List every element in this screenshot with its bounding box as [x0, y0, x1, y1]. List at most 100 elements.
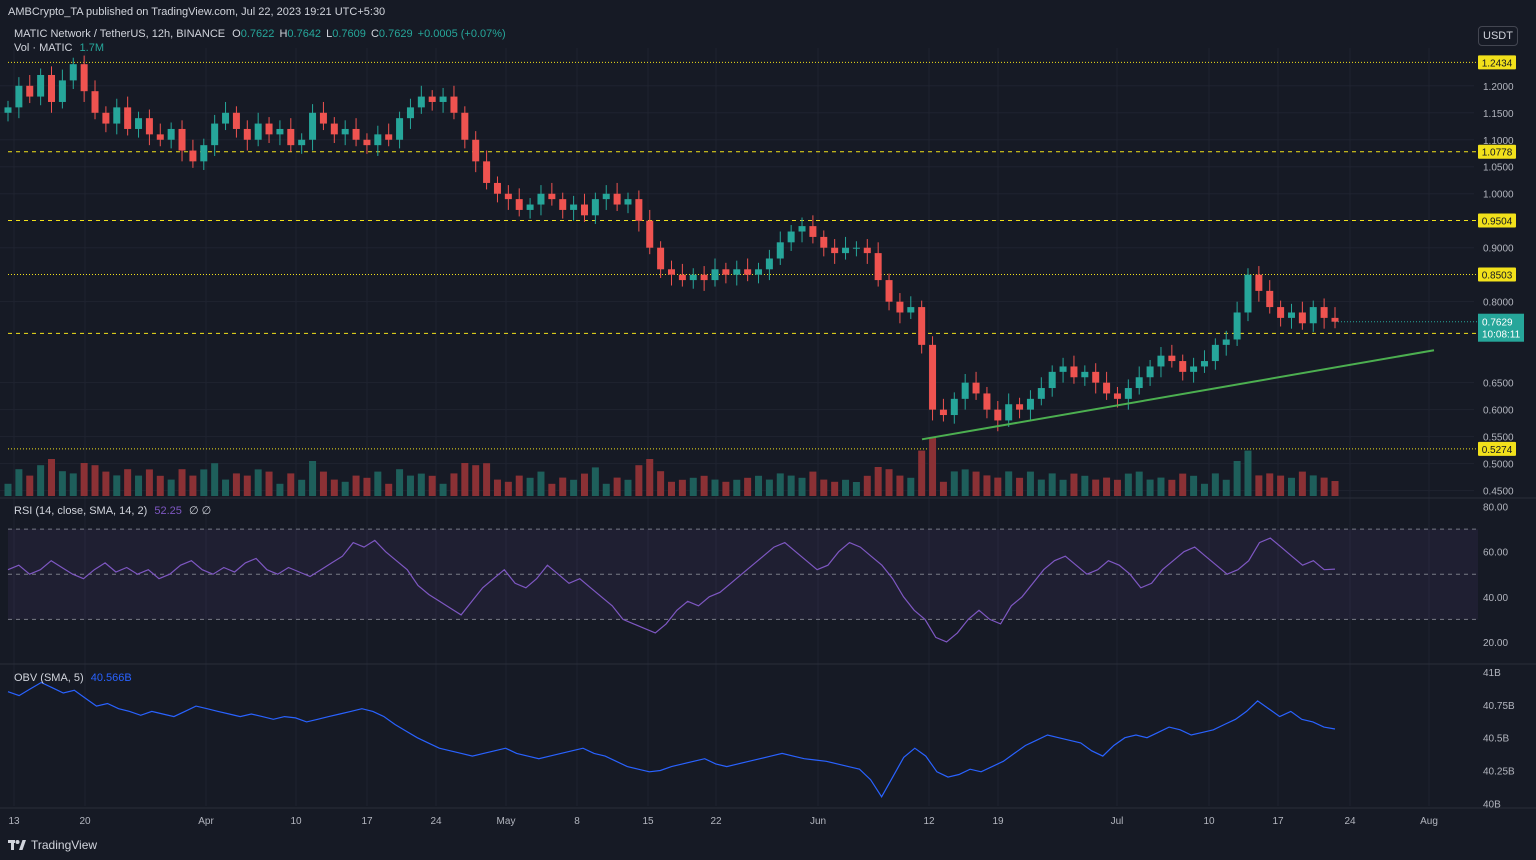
- volume-bar: [417, 473, 425, 496]
- price-level-lines: [8, 61, 1478, 450]
- current-price-label: 0.7629: [1482, 318, 1513, 329]
- candle-body: [113, 107, 121, 124]
- candle-body: [385, 134, 393, 140]
- time-tick-label: Apr: [198, 816, 214, 827]
- candle-body: [124, 107, 132, 129]
- candle-body: [624, 199, 632, 205]
- candle-body: [994, 409, 1002, 421]
- volume-bar: [1309, 475, 1317, 496]
- volume-bar: [613, 477, 621, 496]
- obv-tick-label: 40.75B: [1483, 701, 1515, 712]
- volume-bar: [929, 437, 937, 496]
- volume-bar: [961, 469, 969, 496]
- price-tick-label: 1.1500: [1483, 109, 1514, 120]
- price-level-tag: [1478, 267, 1516, 282]
- volume-bar: [1266, 473, 1274, 496]
- candle-body: [189, 150, 197, 162]
- volume-bar: [265, 471, 273, 496]
- candle-body: [1168, 355, 1176, 362]
- candle-body: [700, 274, 708, 281]
- volume-bar: [450, 473, 458, 496]
- close-value: 0.7629: [378, 28, 413, 40]
- rsi-extra: ∅ ∅: [188, 505, 212, 517]
- candle-body: [548, 193, 556, 200]
- volume-bar: [515, 475, 523, 496]
- pane-separators: [0, 497, 1536, 809]
- symbol-name[interactable]: MATIC Network / TetherUS, 12h, BINANCE: [14, 28, 226, 40]
- obv-legend[interactable]: OBV (SMA, 5) 40.566B: [14, 672, 132, 684]
- candle-body: [1200, 361, 1208, 367]
- candle-body: [406, 107, 414, 119]
- candlestick-series: [4, 55, 1339, 432]
- volume-bar: [341, 481, 349, 496]
- volume-bar: [939, 481, 947, 496]
- volume-bar: [983, 475, 991, 496]
- symbol-legend[interactable]: MATIC Network / TetherUS, 12h, BINANCE O…: [14, 28, 506, 40]
- volume-legend[interactable]: Vol · MATIC 1.7M: [14, 42, 104, 54]
- rsi-tick-label: 80.00: [1483, 503, 1508, 514]
- candle-body: [48, 74, 56, 102]
- obv-pane: [7, 681, 1336, 798]
- candle-body: [276, 128, 284, 135]
- candle-body: [156, 134, 164, 140]
- high-label: H: [279, 28, 288, 40]
- volume-bar: [831, 481, 839, 496]
- price-tick-label: 1.1000: [1483, 136, 1514, 147]
- tradingview-logo[interactable]: TradingView: [8, 838, 97, 852]
- volume-bar: [352, 475, 360, 496]
- volume-bar: [852, 482, 860, 496]
- volume-bar: [1244, 450, 1252, 496]
- candle-body: [820, 236, 828, 248]
- trendline[interactable]: [921, 349, 1435, 441]
- candle-body: [102, 112, 110, 124]
- candle-body: [341, 128, 349, 135]
- candle-body: [580, 204, 588, 216]
- time-axis: 13 20 Apr 10 17 24 May 8 15 22 Jun 12 19 Jul 10 17 24 Aug: [8, 816, 1437, 827]
- volume-bar: [1026, 471, 1034, 496]
- candle-body: [254, 123, 262, 140]
- candle-body: [972, 382, 980, 394]
- time-tick-label: 19: [992, 816, 1004, 827]
- volume-bar: [1168, 479, 1176, 496]
- candle-body: [1059, 366, 1067, 372]
- volume-bar: [309, 461, 317, 496]
- volume-bar: [1233, 461, 1241, 496]
- candle-body: [678, 274, 686, 281]
- volume-bar: [765, 479, 773, 496]
- candle-body: [396, 118, 404, 140]
- obv-value: 40.566B: [90, 672, 132, 684]
- time-tick-label: 17: [361, 816, 373, 827]
- candle-body: [842, 247, 850, 254]
- candle-body: [1037, 388, 1045, 399]
- volume-bar: [319, 471, 327, 496]
- low-label: L: [326, 28, 333, 40]
- candle-body: [330, 123, 338, 135]
- currency-button[interactable]: USDT: [1478, 26, 1518, 46]
- time-tick-label: 22: [710, 816, 722, 827]
- obv-tick-label: 41B: [1483, 668, 1501, 679]
- rsi-legend[interactable]: RSI (14, close, SMA, 14, 2) 52.25 ∅ ∅: [14, 504, 211, 517]
- volume-bar: [646, 459, 654, 496]
- candle-body: [570, 204, 578, 210]
- candle-body: [58, 80, 66, 102]
- candle-body: [744, 269, 752, 275]
- candle-body: [961, 382, 969, 399]
- volume-bar: [4, 483, 12, 496]
- volume-bar: [276, 483, 284, 496]
- rsi-tick-label: 20.00: [1483, 638, 1508, 649]
- candle-body: [1255, 274, 1263, 291]
- volume-bar: [1135, 471, 1143, 496]
- time-tick-label: 13: [8, 816, 20, 827]
- price-level-tag: [1478, 213, 1516, 228]
- candle-body: [374, 134, 382, 146]
- price-level-tag: [1478, 441, 1516, 456]
- candle-body: [613, 193, 621, 205]
- rsi-line: [7, 537, 1336, 643]
- volume-bar: [722, 481, 730, 496]
- volume-bar: [624, 479, 632, 496]
- volume-bar: [15, 469, 23, 496]
- volume-value: 1.7M: [79, 42, 105, 54]
- obv-tick-label: 40.5B: [1483, 734, 1509, 745]
- rsi-tick-label: 40.00: [1483, 593, 1508, 604]
